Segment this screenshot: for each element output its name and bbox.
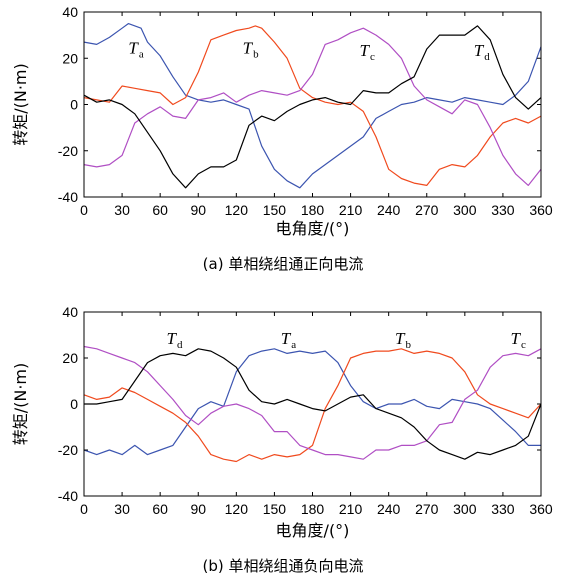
x-tick-label: 300: [453, 501, 477, 517]
y-tick-label: 20: [62, 50, 78, 66]
series-label-c: Tc: [511, 329, 526, 351]
x-tick-label: 120: [225, 202, 249, 218]
series-line-2: [83, 345, 542, 460]
x-tick-label: 180: [301, 501, 325, 517]
x-tick-label: 90: [190, 501, 206, 517]
x-tick-label: 270: [415, 501, 439, 517]
x-tick-label: 30: [114, 501, 130, 517]
y-tick-label: 20: [62, 350, 78, 366]
x-tick-label: 360: [529, 202, 553, 218]
x-tick-label: 150: [263, 202, 287, 218]
series-label-a: Ta: [281, 329, 296, 351]
y-tick-label: 40: [62, 304, 78, 320]
x-tick-label: 240: [377, 202, 401, 218]
y-axis-label: 转矩/(N·m): [11, 63, 30, 146]
y-tick-label: -40: [58, 488, 78, 504]
series-line-1: [83, 25, 542, 186]
x-axis-label: 电角度/(°): [276, 219, 350, 238]
series-line-1: [83, 348, 542, 463]
y-tick-label: -20: [58, 442, 78, 458]
x-tick-label: 60: [152, 202, 168, 218]
x-tick-label: 360: [529, 501, 553, 517]
series-line-2: [83, 27, 542, 186]
x-tick-label: 210: [339, 202, 363, 218]
y-tick-label: 40: [62, 4, 78, 20]
chart-b: 0 30 60 90 120 150 180 210 240 270 300 330 36040200-…: [11, 304, 553, 575]
chart-a: 0 30 60 90 120 150 180 210 240 270 300 330 36040200-…: [11, 4, 553, 273]
chart-caption: (b) 单相绕组通负向电流: [203, 557, 364, 575]
y-tick-label: 0: [70, 396, 78, 412]
x-tick-label: 0: [80, 202, 88, 218]
x-tick-label: 240: [377, 501, 401, 517]
series-label-b: Tb: [395, 329, 411, 351]
y-axis-label: 转矩/(N·m): [11, 363, 30, 446]
series-label-c: Tc: [359, 41, 374, 63]
series-label-b: Tb: [243, 39, 259, 61]
x-tick-label: 270: [415, 202, 439, 218]
x-tick-label: 90: [190, 202, 206, 218]
plot-frame: [83, 311, 542, 497]
y-tick-label: -20: [58, 143, 78, 159]
series-label-d: Td: [167, 329, 183, 351]
series-label-d: Td: [474, 41, 490, 63]
series-line-0: [83, 23, 542, 189]
x-tick-label: 30: [114, 202, 130, 218]
x-tick-label: 210: [339, 501, 363, 517]
series-label-a: Ta: [128, 39, 143, 61]
series-line-3: [83, 25, 542, 189]
plot-frame: [83, 11, 542, 198]
x-tick-label: 300: [453, 202, 477, 218]
x-tick-label: 60: [152, 501, 168, 517]
x-tick-label: 330: [491, 501, 515, 517]
series-line-0: [83, 348, 541, 456]
x-tick-label: 330: [491, 202, 515, 218]
x-axis-label: 电角度/(°): [276, 521, 350, 540]
y-tick-label: -40: [58, 189, 78, 205]
x-tick-label: 120: [225, 501, 249, 517]
y-tick-label: 0: [70, 97, 78, 113]
x-tick-label: 180: [301, 202, 325, 218]
x-tick-label: 0: [80, 501, 88, 517]
chart-caption: (a) 单相绕组通正向电流: [203, 255, 364, 273]
series-line-3: [84, 348, 542, 460]
x-tick-label: 150: [263, 501, 287, 517]
